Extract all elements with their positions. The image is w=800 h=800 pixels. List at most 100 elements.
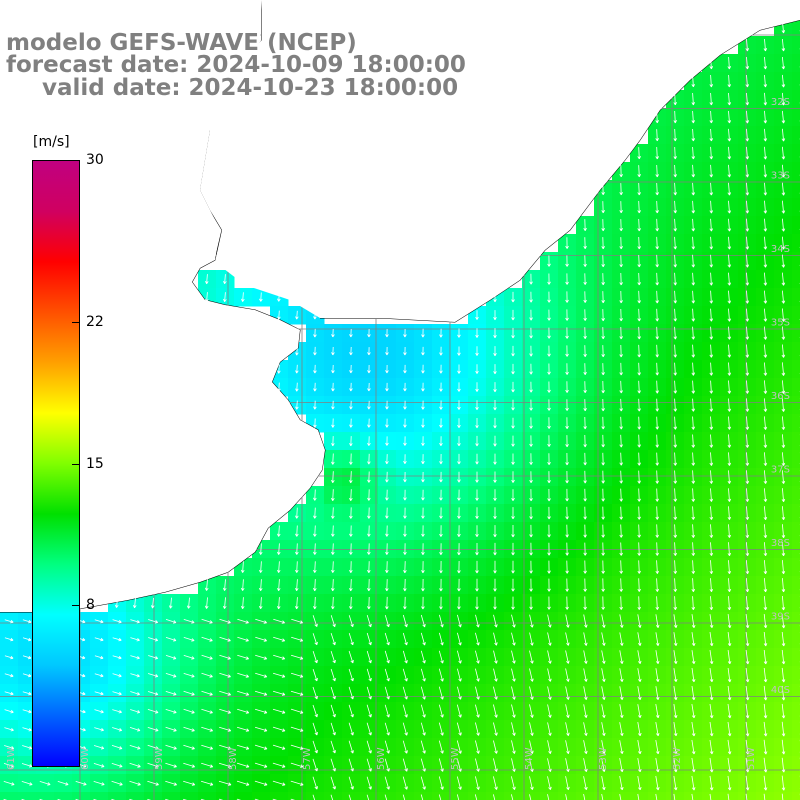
- wind-arrow: [183, 762, 195, 768]
- colorbar-tick-mark: [72, 605, 80, 607]
- wind-arrow: [529, 489, 533, 502]
- wind-arrow: [655, 488, 659, 502]
- wind-arrow: [421, 596, 425, 610]
- wind-arrow: [763, 703, 768, 719]
- wind-arrow: [4, 655, 14, 660]
- wind-arrow: [547, 722, 552, 736]
- wind-arrows: [3, 12, 800, 800]
- wind-cell: [792, 216, 800, 235]
- wind-arrow: [475, 435, 479, 447]
- wind-arrow: [201, 636, 213, 642]
- wind-arrow: [601, 201, 605, 214]
- wind-arrow: [312, 650, 318, 664]
- wind-arrow: [312, 633, 318, 646]
- wind-arrow: [348, 722, 354, 736]
- wind-arrow: [147, 709, 159, 714]
- wind-arrow: [709, 146, 714, 160]
- wind-arrow: [130, 619, 140, 624]
- wind-arrow: [130, 673, 140, 678]
- wind-arrow: [183, 619, 195, 624]
- wind-arrow: [781, 506, 786, 521]
- wind-arrow: [781, 398, 786, 412]
- wind-arrow: [295, 543, 299, 555]
- wind-arrow: [637, 560, 641, 574]
- lat-label: 32S: [771, 97, 790, 108]
- wind-arrow: [763, 56, 768, 70]
- wind-arrow: [655, 668, 660, 683]
- wind-arrow: [583, 650, 588, 664]
- wind-arrow: [619, 794, 622, 800]
- wind-arrow: [619, 255, 623, 268]
- wind-arrow: [727, 560, 732, 575]
- wind-arrow: [403, 543, 407, 555]
- wind-arrow: [727, 200, 732, 214]
- wind-arrow: [183, 637, 195, 642]
- wind-arrow: [493, 596, 497, 610]
- wind-arrow: [439, 346, 443, 356]
- wind-arrow: [22, 655, 32, 660]
- wind-cell: [792, 558, 800, 577]
- wind-arrow: [254, 744, 268, 750]
- wind-arrow: [781, 218, 786, 232]
- wind-arrow: [745, 524, 750, 539]
- wind-arrow: [781, 595, 786, 611]
- wind-arrow: [781, 649, 786, 665]
- wind-arrow: [420, 740, 426, 754]
- wind-cell: [792, 288, 800, 307]
- wind-arrow: [457, 364, 461, 374]
- wind-arrow: [403, 436, 407, 446]
- wind-arrow: [511, 399, 515, 411]
- wind-arrow: [367, 561, 371, 573]
- wind-arrow: [165, 673, 177, 678]
- wind-arrow: [493, 794, 496, 800]
- wind-arrow: [439, 471, 443, 483]
- wind-arrow: [763, 739, 768, 755]
- wind-arrow: [763, 290, 768, 304]
- wind-arrow: [655, 290, 659, 304]
- wind-arrow: [619, 470, 623, 484]
- wind-arrow: [601, 614, 606, 628]
- wind-cell: [612, 792, 631, 800]
- wind-arrow: [290, 744, 304, 750]
- lat-label: 37S: [771, 465, 790, 476]
- wind-arrow: [745, 757, 750, 773]
- wind-arrow: [763, 380, 768, 394]
- wind-arrow: [601, 291, 605, 304]
- wind-arrow: [619, 776, 624, 791]
- wind-arrow: [420, 650, 426, 664]
- wind-arrow: [547, 542, 551, 556]
- wind-arrow: [745, 218, 750, 232]
- wind-arrow: [529, 632, 534, 646]
- wind-arrow: [655, 218, 659, 232]
- wind-arrow: [745, 667, 750, 683]
- wind-arrow: [583, 470, 587, 484]
- wind-arrow: [745, 649, 750, 665]
- wind-arrow: [529, 363, 533, 375]
- wind-arrow: [763, 272, 768, 286]
- wind-arrow: [421, 454, 425, 465]
- wind-arrow: [655, 398, 659, 412]
- wind-arrow: [236, 726, 250, 732]
- wind-arrow: [474, 794, 478, 800]
- wind-arrow: [201, 690, 213, 696]
- wind-arrow: [637, 165, 641, 178]
- lon-label: 60W: [80, 747, 91, 770]
- wind-arrow: [565, 668, 570, 682]
- wind-arrow: [438, 704, 444, 718]
- wind-arrow: [637, 470, 641, 484]
- wind-arrow: [727, 739, 732, 755]
- wind-arrow: [673, 110, 677, 124]
- wind-arrow: [655, 308, 659, 322]
- wind-arrow: [547, 291, 551, 303]
- wind-arrow: [493, 578, 497, 592]
- wind-cell: [792, 666, 800, 685]
- wind-arrow: [493, 704, 498, 718]
- wind-cell: [792, 144, 800, 163]
- wind-cell: [792, 432, 800, 451]
- wind-cell: [792, 342, 800, 361]
- wind-arrow: [277, 579, 281, 592]
- wind-arrow: [673, 614, 678, 628]
- wind-arrow: [583, 704, 588, 718]
- wind-arrow: [529, 453, 533, 465]
- wind-arrow: [781, 739, 786, 755]
